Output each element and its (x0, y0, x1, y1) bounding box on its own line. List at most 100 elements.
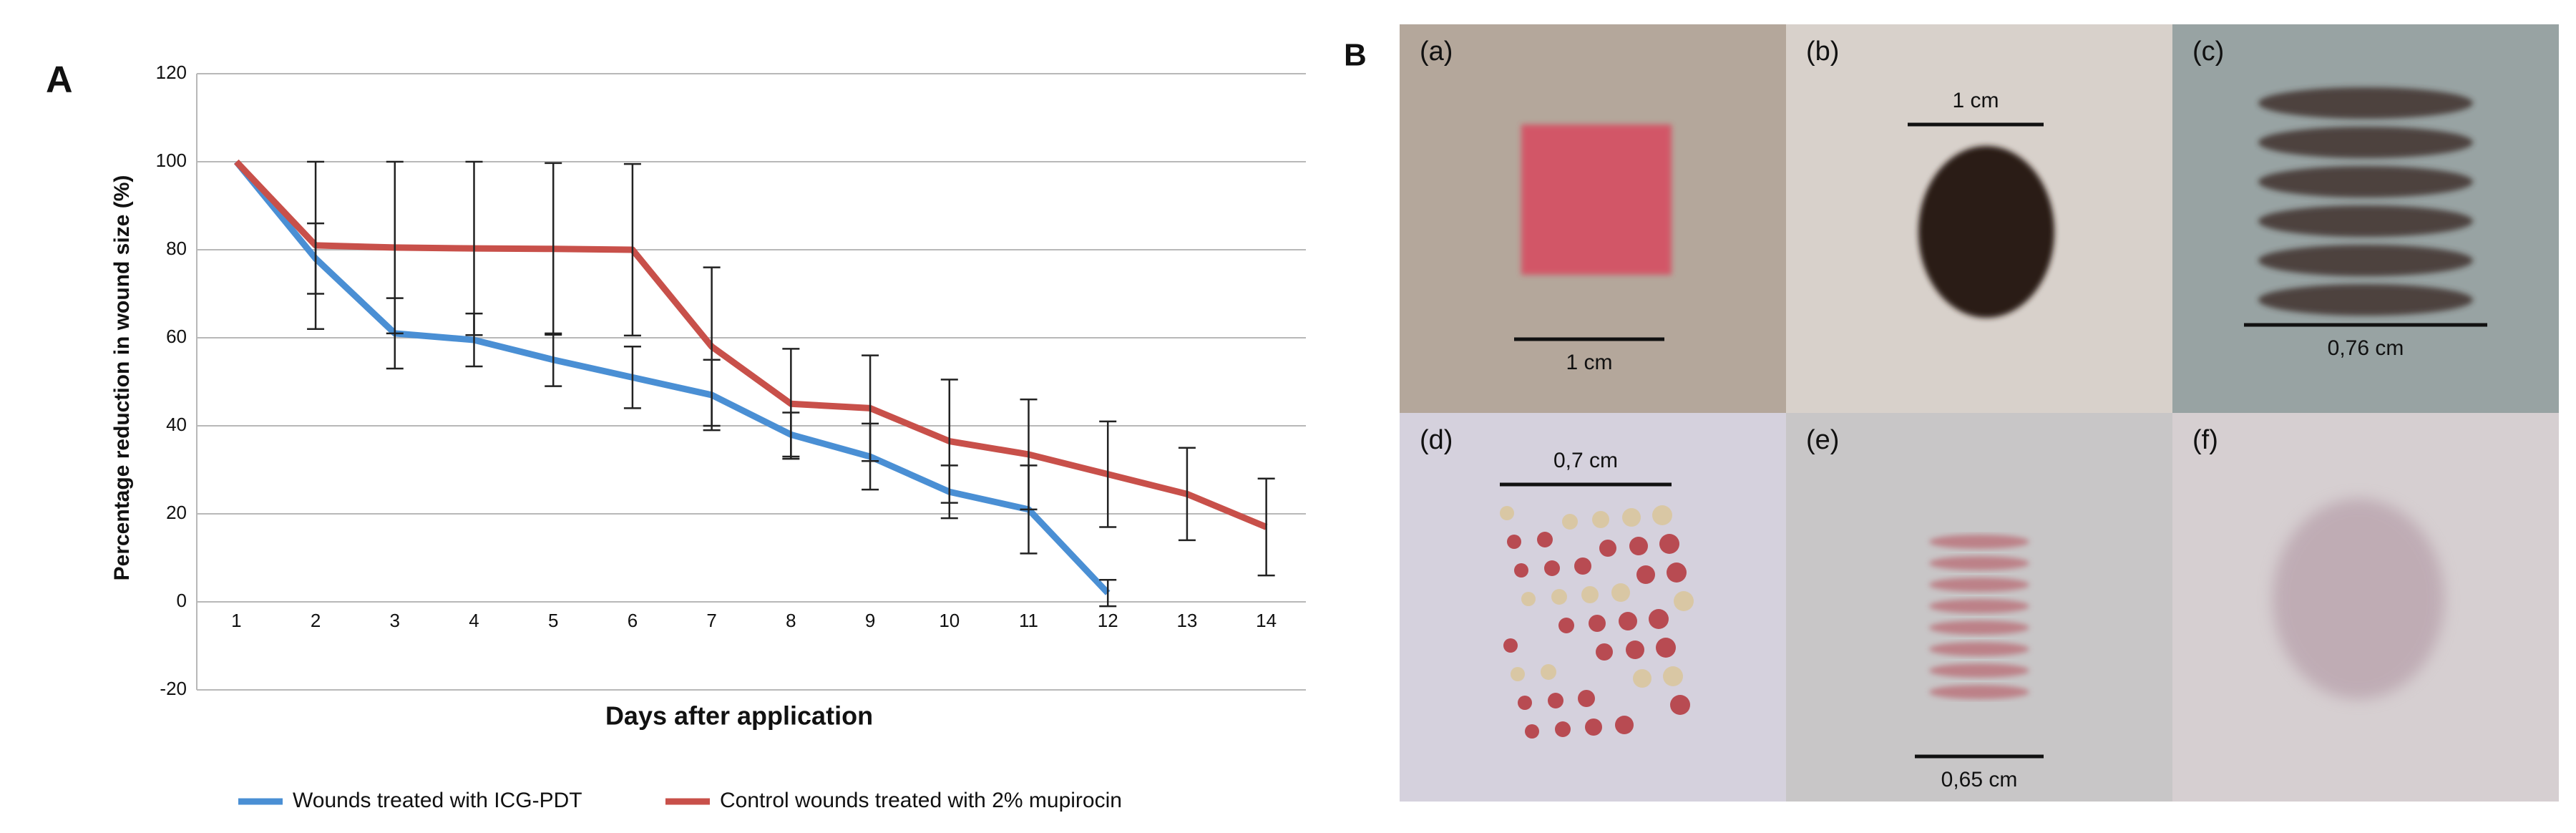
photo-detail (1611, 583, 1630, 602)
error-bar (1257, 477, 1275, 577)
photo-detail (1521, 125, 1672, 275)
photo-detail (1537, 532, 1553, 547)
x-tick-label: 13 (1176, 610, 1197, 631)
error-bar (782, 348, 800, 460)
x-tick-label: 1 (231, 610, 241, 631)
photo-detail (1929, 556, 2029, 570)
x-axis-label: Days after application (605, 701, 873, 731)
photo-label: (b) (1806, 36, 1839, 67)
panel-label: B (1344, 38, 1367, 73)
scale-label: 0,65 cm (1941, 768, 2018, 791)
error-bar (307, 160, 325, 330)
photo-detail (1918, 146, 2054, 318)
photo-label: (d) (1420, 425, 1453, 455)
photo-detail (1929, 578, 2029, 592)
data-line (234, 159, 1268, 530)
photo-detail (1558, 618, 1574, 633)
photo-detail (1649, 609, 1669, 629)
photo-detail (1629, 537, 1648, 555)
error-bar (623, 346, 641, 409)
photo-panel: (c) 0,76 cm (2172, 24, 2559, 413)
photo-detail (1667, 562, 1687, 583)
photo-detail (1929, 642, 2029, 656)
photo-detail (1551, 589, 1567, 605)
scale-label: 1 cm (1566, 351, 1612, 374)
photo-detail (1633, 669, 1652, 688)
photo-detail (1578, 690, 1595, 707)
photo-detail (1929, 663, 2029, 678)
y-axis-label: Percentage reduction in wound size (%) (110, 175, 134, 581)
photo-detail (1929, 620, 2029, 635)
photo-background (1400, 413, 1786, 802)
photo-panel: (e) 0,65 cm (1786, 413, 2172, 802)
x-tick-label: 12 (1098, 610, 1118, 631)
photo-detail (1599, 540, 1616, 557)
photo-detail (1555, 721, 1571, 737)
photo-detail (1619, 612, 1637, 630)
photo-detail (1525, 724, 1539, 739)
x-tick-label: 5 (548, 610, 558, 631)
photo-label: (c) (2192, 36, 2224, 67)
x-tick-label: 14 (1256, 610, 1277, 631)
photo-detail (1615, 716, 1634, 734)
photo-detail (1670, 695, 1690, 715)
error-bar (940, 379, 958, 504)
error-bar (386, 160, 404, 335)
photo-detail (2258, 284, 2473, 316)
error-bar (1099, 579, 1117, 608)
x-tick-label: 11 (1019, 610, 1038, 631)
error-bar (1178, 447, 1196, 542)
photo-detail (1659, 534, 1679, 554)
legend-label: Control wounds treated with 2% mupirocin (720, 789, 1122, 812)
photo-label: (f) (2192, 425, 2218, 455)
photo-detail (2273, 499, 2444, 699)
photo-detail (1581, 586, 1599, 603)
y-tick-label: 0 (177, 590, 187, 611)
y-tick-label: 100 (156, 150, 187, 171)
photo-detail (1514, 563, 1528, 578)
legend-label: Wounds treated with ICG-PDT (293, 789, 582, 812)
photo-panel: (d) 0,7 cm (1400, 413, 1786, 802)
photo-detail (1929, 599, 2029, 613)
photo-detail (1544, 560, 1560, 576)
photo-panel: (f) (2172, 413, 2559, 802)
error-bar (703, 266, 721, 427)
photo-detail (2258, 87, 2473, 119)
photo-detail (1626, 640, 1644, 659)
scale-label: 1 cm (1952, 89, 1999, 112)
error-bar (465, 160, 483, 336)
photo-detail (1503, 638, 1518, 653)
x-tick-label: 7 (706, 610, 716, 631)
photo-detail (1562, 514, 1578, 530)
photo-detail (2258, 205, 2473, 237)
photo-detail (1592, 511, 1609, 528)
y-tick-label: 20 (166, 502, 187, 523)
photo-detail (1574, 557, 1591, 575)
scale-label: 0,7 cm (1553, 449, 1618, 472)
data-line (233, 160, 1111, 595)
photo-detail (2258, 127, 2473, 158)
x-tick-label: 8 (786, 610, 796, 631)
photo-detail (1585, 718, 1602, 736)
panel-label: A (46, 59, 73, 101)
photo-panel: (a) 1 cm (1400, 24, 1786, 413)
photo-detail (1589, 615, 1606, 632)
photo-detail (2258, 245, 2473, 276)
scale-label: 0,76 cm (2328, 336, 2404, 360)
x-tick-label: 2 (311, 610, 321, 631)
y-tick-label: 120 (156, 62, 187, 83)
x-tick-label: 10 (939, 610, 960, 631)
photo-label: (a) (1420, 36, 1453, 67)
error-bar (623, 162, 641, 337)
error-bar (1020, 398, 1038, 511)
photo-detail (1507, 535, 1521, 549)
photo-detail (1674, 591, 1694, 611)
photo-label: (e) (1806, 425, 1839, 455)
photo-detail (2258, 166, 2473, 198)
photo-detail (1548, 693, 1563, 708)
y-tick-label: -20 (160, 678, 187, 699)
x-tick-label: 9 (865, 610, 875, 631)
y-tick-label: 40 (166, 414, 187, 435)
error-bar (545, 162, 562, 336)
